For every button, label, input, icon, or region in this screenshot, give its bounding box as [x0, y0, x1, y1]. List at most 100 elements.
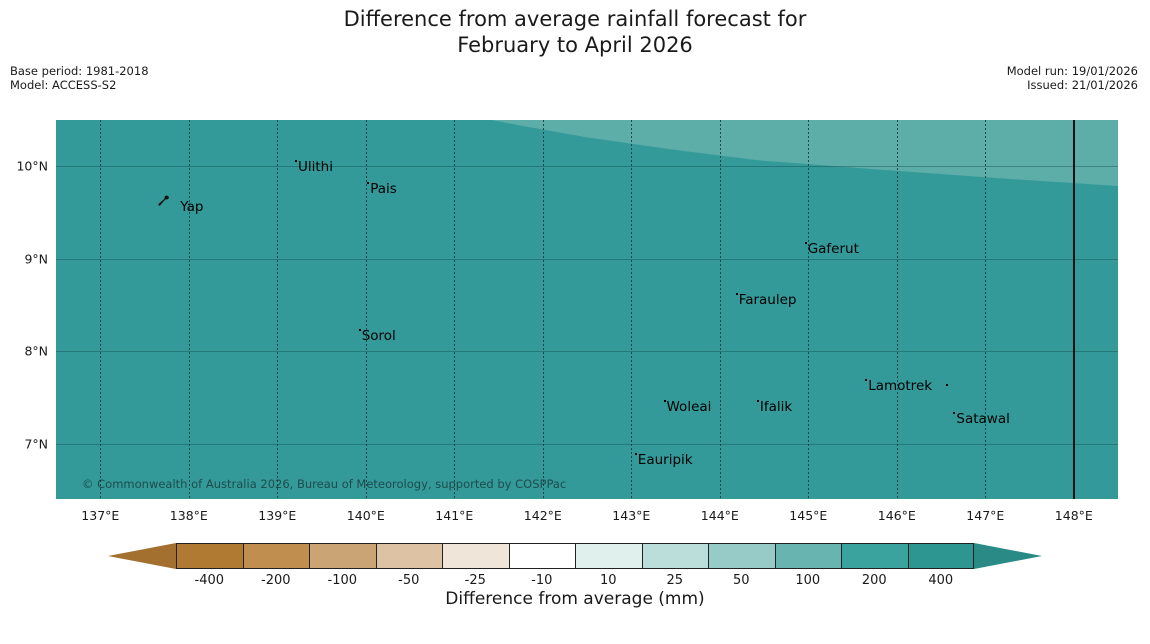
colorbar-segment-0 [176, 543, 243, 569]
colorbar-over-arrow [974, 543, 1042, 569]
colorbar-segment-6 [575, 543, 642, 569]
colorbar-segment-8 [708, 543, 775, 569]
title-line-2: February to April 2026 [457, 33, 693, 57]
place-name-text: Ulithi [298, 159, 333, 176]
colorbar-tick--100: -100 [327, 573, 358, 588]
colorbar-under-arrow [108, 543, 176, 569]
place-label-ifalik: Ifalik [756, 398, 793, 415]
y-tick-10: 10°N [16, 158, 48, 174]
colorbar-segment-7 [641, 543, 708, 569]
colorbar-segment-11 [907, 543, 974, 569]
place-marker-dot [865, 379, 868, 382]
place-label-eauripik: Eauripik [634, 452, 693, 469]
place-label-lamotrek: Lamotrek [865, 379, 932, 393]
gridline-lon-137 [100, 120, 102, 499]
colorbar-segment-2 [309, 543, 376, 569]
ocean-fill [56, 120, 1118, 499]
issued-text: Issued: 21/01/2026 [1027, 78, 1138, 92]
colorbar-segment-10 [841, 543, 908, 569]
y-tick-9: 9°N [24, 251, 48, 267]
colorbar-tick-400: 400 [928, 573, 954, 588]
copyright-text: © Commonwealth of Australia 2026, Bureau… [82, 477, 567, 491]
colorbar-tick--10: -10 [531, 573, 553, 588]
colorbar-tick-50: 50 [733, 573, 750, 588]
x-tick-143: 143°E [612, 508, 651, 523]
colorbar-segment-3 [375, 543, 442, 569]
place-marker-unlabelled [946, 384, 949, 398]
x-tick-139: 139°E [258, 508, 297, 523]
place-marker-dot [735, 293, 738, 295]
colorbar-segment-9 [774, 543, 841, 569]
x-tick-147: 147°E [966, 508, 1005, 523]
gridline-lon-143 [631, 120, 633, 499]
place-name-text: Yap [180, 198, 204, 215]
gridline-lat-9 [56, 258, 1118, 260]
x-tick-142: 142°E [523, 508, 562, 523]
place-label-pais: Pais [367, 182, 397, 196]
colorbar-tick--25: -25 [464, 573, 486, 588]
colorbar-segments [176, 543, 974, 569]
metadata-right: Model run: 19/01/2026 Issued: 21/01/2026 [1007, 64, 1138, 92]
colorbar: -400 -200 -100 -50 -25 -10 10 25 50 100 200 400 [0, 543, 1150, 588]
place-label-gaferut: Gaferut [804, 241, 859, 256]
gridline-lat-10 [56, 166, 1118, 168]
place-marker-dot [953, 411, 956, 414]
yap-island-outline [158, 195, 170, 206]
place-marker-dot [756, 399, 759, 402]
x-tick-141: 141°E [435, 508, 474, 523]
place-label-satawal: Satawal [953, 411, 1010, 426]
colorbar-tick--200: -200 [261, 573, 291, 588]
x-tick-137: 137°E [81, 508, 120, 523]
gridline-lon-142 [542, 120, 544, 499]
place-name-text: Pais [370, 181, 397, 197]
model-run-text: Model run: 19/01/2026 [1006, 64, 1138, 78]
gridline-lon-144 [719, 120, 721, 499]
colorbar-tick-25: 25 [666, 573, 684, 588]
x-tick-138: 138°E [169, 508, 208, 523]
colorbar-title: Difference from average (mm) [445, 589, 705, 609]
place-name-text: Ifalik [759, 398, 793, 415]
place-name-text: Sorol [361, 328, 396, 344]
gridline-lat-7 [56, 443, 1118, 445]
place-name-text: Woleai [666, 398, 712, 415]
colorbar-segment-5 [508, 543, 575, 569]
colorbar-tick-10: 10 [600, 573, 617, 588]
gridline-lon-139 [277, 120, 279, 499]
place-marker-dot [804, 241, 807, 244]
gridline-lon-145 [808, 120, 810, 499]
colorbar-segment-1 [242, 543, 309, 569]
gridline-lon-138 [188, 120, 190, 499]
metadata-left: Base period: 1981-2018 Model: ACCESS-S2 [10, 64, 149, 92]
y-tick-8: 8°N [24, 343, 48, 359]
place-label-faraulep: Faraulep [735, 292, 797, 308]
gridline-lon-141 [454, 120, 456, 499]
colorbar-tick--400: -400 [194, 573, 225, 588]
colorbar-tick--50: -50 [398, 573, 420, 588]
gridline-lat-8 [56, 351, 1118, 353]
x-tick-140: 140°E [346, 508, 385, 523]
place-name-text: Lamotrek [868, 378, 933, 395]
y-tick-7: 7°N [24, 436, 48, 451]
place-label-woleai: Woleai [663, 398, 712, 415]
place-marker-dot [367, 182, 370, 184]
place-marker-dot [634, 453, 637, 456]
place-label-sorol: Sorol [358, 328, 396, 344]
place-marker-dot [358, 329, 361, 331]
place-name-text: Faraulep [738, 292, 797, 308]
place-name-text: Eauripik [637, 452, 693, 469]
base-period-text: Base period: 1981-2018 [10, 64, 149, 78]
place-label-ulithi: Ulithi [295, 160, 333, 174]
colorbar-tick-100: 100 [795, 573, 821, 588]
x-tick-144: 144°E [700, 508, 739, 523]
x-tick-146: 146°E [877, 508, 916, 523]
place-label-yap: Yap [158, 195, 204, 215]
colorbar-tick-200: 200 [861, 573, 887, 588]
map-plot-area: Ulithi Pais Yap Gaferut Faraulep Sorol Lamotre… [56, 120, 1118, 499]
x-tick-148: 148°E [1054, 508, 1093, 523]
place-marker-dot [295, 160, 297, 163]
model-text: Model: ACCESS-S2 [10, 78, 117, 92]
gridline-lon-146 [896, 120, 898, 499]
gridline-lon-140 [365, 120, 367, 499]
colorbar-segment-4 [442, 543, 509, 569]
